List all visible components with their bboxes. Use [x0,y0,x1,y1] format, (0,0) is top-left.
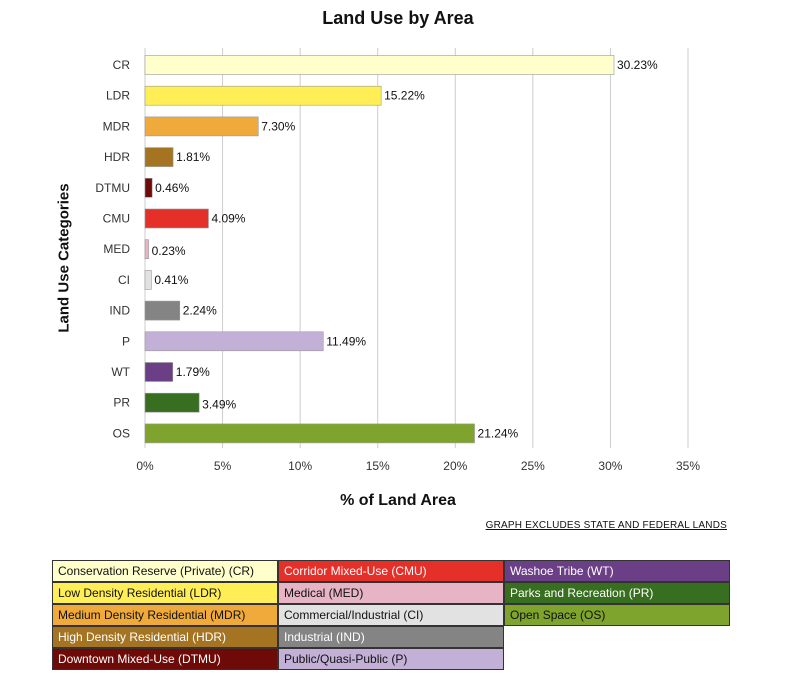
bar-os [144,423,475,444]
y-tick-label: CI [118,273,130,287]
legend-item: Public/Quasi-Public (P) [278,648,504,670]
y-axis-label: Land Use Categories [55,183,73,333]
legend-item: Industrial (IND) [278,626,504,648]
y-tick-label: WT [111,365,130,379]
data-label: 1.79% [176,365,210,379]
x-tick-label: 5% [214,459,232,473]
x-tick-label: 10% [288,459,312,473]
legend-item: Parks and Recreation (PR) [504,582,730,604]
y-tick-label: MED [103,242,130,256]
bar-ldr [144,85,382,106]
legend-item: Washoe Tribe (WT) [504,560,730,582]
chart-footnote: GRAPH EXCLUDES STATE AND FEDERAL LANDS [485,520,727,531]
legend-item: Downtown Mixed-Use (DTMU) [52,648,278,670]
legend-item: Conservation Reserve (Private) (CR) [52,560,278,582]
bar-med [144,239,149,259]
y-tick-label: HDR [104,150,130,164]
x-tick-label: 15% [366,459,390,473]
data-label: 30.23% [617,58,658,72]
y-tick-label: OS [113,426,130,440]
bar-cr [144,55,615,75]
data-label: 0.46% [155,181,189,195]
data-label: 4.09% [211,212,245,226]
x-tick-label: 20% [443,459,467,473]
bar-mdr [144,116,259,137]
y-tick-label: IND [109,304,130,318]
bar-pr [144,392,200,413]
x-axis-label: % of Land Area [340,492,456,509]
legend-item: High Density Residential (HDR) [52,626,278,648]
y-tick-label: PR [113,396,130,410]
bar-wt [144,362,174,382]
legend-item: Low Density Residential (LDR) [52,582,278,604]
legend-item: Open Space (OS) [504,604,730,626]
bar-dtmu [144,178,153,198]
chart-title: Land Use by Area [322,8,474,28]
legend-item: Medium Density Residential (MDR) [52,604,278,626]
x-tick-label: 25% [521,459,545,473]
y-tick-label: P [122,334,130,348]
y-tick-label: DTMU [95,181,130,195]
legend-item: Medical (MED) [278,582,504,604]
bar-hdr [144,147,174,167]
data-label: 3.49% [202,398,236,412]
bar-ci [144,270,152,290]
legend: Conservation Reserve (Private) (CR) Low D… [52,560,730,671]
y-tick-label: CR [113,58,131,72]
y-tick-label: LDR [106,89,130,103]
legend-item: Commercial/Industrial (CI) [278,604,504,626]
bar-ind [144,300,181,321]
bar-chart: 0% 5% 10% 15% 20% 25% 30% 35% CR 30.23% LDR 15.22% M… [95,48,700,473]
data-label: 15.22% [384,89,425,103]
data-label: 7.30% [261,119,295,133]
x-tick-label: 30% [598,459,622,473]
y-tick-label: CMU [103,212,130,226]
x-tick-label: 35% [676,459,700,473]
data-label: 2.24% [183,304,217,318]
bar-cmu [144,208,209,229]
x-tick-label: 0% [136,459,154,473]
data-label: 0.41% [154,273,188,287]
data-label: 0.23% [152,244,186,258]
data-label: 11.49% [326,334,366,348]
data-label: 1.81% [176,150,210,164]
bar-p [144,331,324,352]
data-label: 21.24% [478,426,519,440]
y-tick-label: MDR [103,119,131,133]
legend-item: Corridor Mixed-Use (CMU) [278,560,504,582]
